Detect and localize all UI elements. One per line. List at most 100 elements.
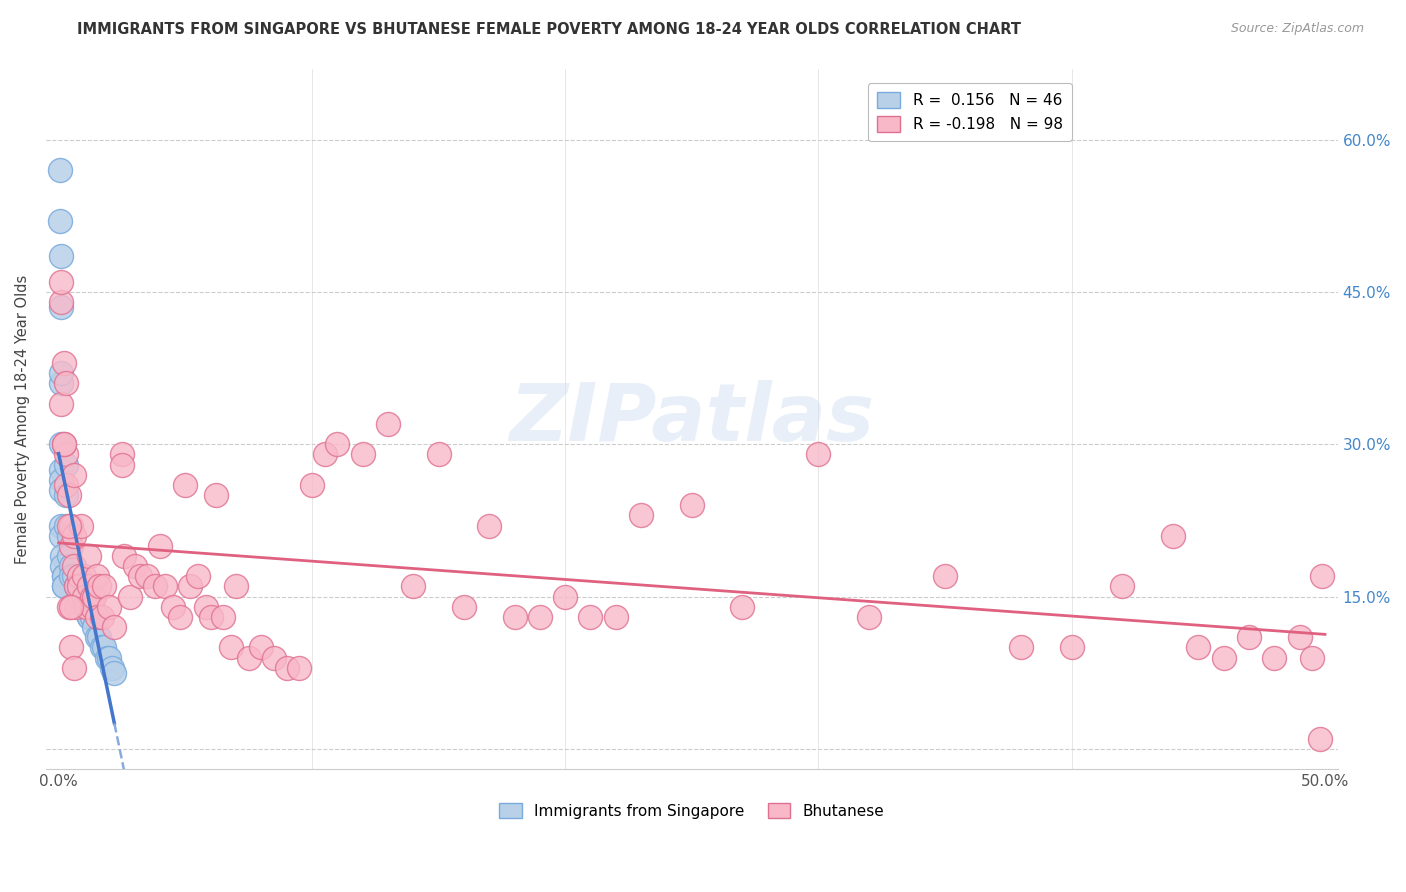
Point [579, 610, 602, 624]
Point [605, 610, 627, 624]
Point [52, 437, 75, 451]
Point [200, 610, 222, 624]
Point [153, 580, 176, 594]
Point [114, 549, 136, 563]
Text: Source: ZipAtlas.com: Source: ZipAtlas.com [1230, 22, 1364, 36]
Point [65, 580, 87, 594]
Point [76, 599, 98, 614]
Point [238, 650, 260, 665]
Point [60, 559, 83, 574]
Point [49, 163, 72, 178]
Point [51, 518, 73, 533]
Point [1111, 580, 1133, 594]
Point [80, 599, 103, 614]
Point [51, 295, 73, 310]
Point [478, 518, 501, 533]
Point [86, 630, 108, 644]
Point [60, 599, 83, 614]
Point [212, 610, 235, 624]
Point [52, 356, 75, 370]
Point [51, 275, 73, 289]
Point [55, 478, 77, 492]
Point [90, 640, 112, 655]
Point [51, 463, 73, 477]
Point [352, 447, 374, 461]
Point [77, 549, 100, 563]
Point [118, 590, 141, 604]
Point [52, 569, 75, 583]
Point [86, 569, 108, 583]
Point [98, 650, 121, 665]
Point [187, 569, 209, 583]
Point [86, 610, 108, 624]
Point [731, 599, 754, 614]
Point [204, 488, 226, 502]
Point [503, 610, 526, 624]
Point [63, 467, 86, 482]
Point [1212, 650, 1234, 665]
Point [80, 590, 103, 604]
Point [143, 580, 166, 594]
Point [169, 610, 191, 624]
Point [136, 569, 159, 583]
Point [128, 569, 150, 583]
Point [1010, 640, 1032, 655]
Point [55, 458, 77, 472]
Point [51, 376, 73, 391]
Point [1301, 650, 1323, 665]
Point [76, 599, 98, 614]
Point [529, 610, 551, 624]
Y-axis label: Female Poverty Among 18-24 Year Olds: Female Poverty Among 18-24 Year Olds [15, 274, 30, 564]
Point [55, 447, 77, 461]
Point [1237, 630, 1260, 644]
Legend: Immigrants from Singapore, Bhutanese: Immigrants from Singapore, Bhutanese [494, 797, 890, 825]
Point [70, 590, 93, 604]
Point [67, 569, 90, 583]
Point [90, 610, 112, 624]
Point [65, 599, 87, 614]
Point [326, 437, 349, 451]
Point [73, 590, 96, 604]
Point [60, 640, 83, 655]
Point [67, 580, 90, 594]
Point [51, 473, 73, 487]
Point [67, 584, 90, 599]
Point [681, 498, 703, 512]
Point [89, 580, 111, 594]
Point [174, 478, 197, 492]
Point [219, 640, 242, 655]
Point [807, 447, 830, 461]
Point [554, 590, 576, 604]
Point [51, 300, 73, 314]
Point [63, 661, 86, 675]
Point [77, 610, 100, 624]
Point [377, 417, 399, 431]
Point [63, 569, 86, 583]
Point [51, 549, 73, 563]
Point [453, 599, 475, 614]
Point [52, 437, 75, 451]
Point [1161, 529, 1184, 543]
Point [51, 397, 73, 411]
Point [93, 640, 115, 655]
Point [77, 610, 100, 624]
Point [934, 569, 956, 583]
Point [51, 559, 73, 574]
Point [263, 650, 285, 665]
Point [73, 569, 96, 583]
Point [162, 599, 184, 614]
Point [124, 559, 146, 574]
Point [630, 508, 652, 523]
Point [58, 529, 80, 543]
Point [1288, 630, 1310, 644]
Point [73, 590, 96, 604]
Point [55, 518, 77, 533]
Point [63, 529, 86, 543]
Point [58, 549, 80, 563]
Point [179, 580, 201, 594]
Point [427, 447, 450, 461]
Point [77, 580, 100, 594]
Point [49, 214, 72, 228]
Point [83, 590, 105, 604]
Point [80, 610, 103, 624]
